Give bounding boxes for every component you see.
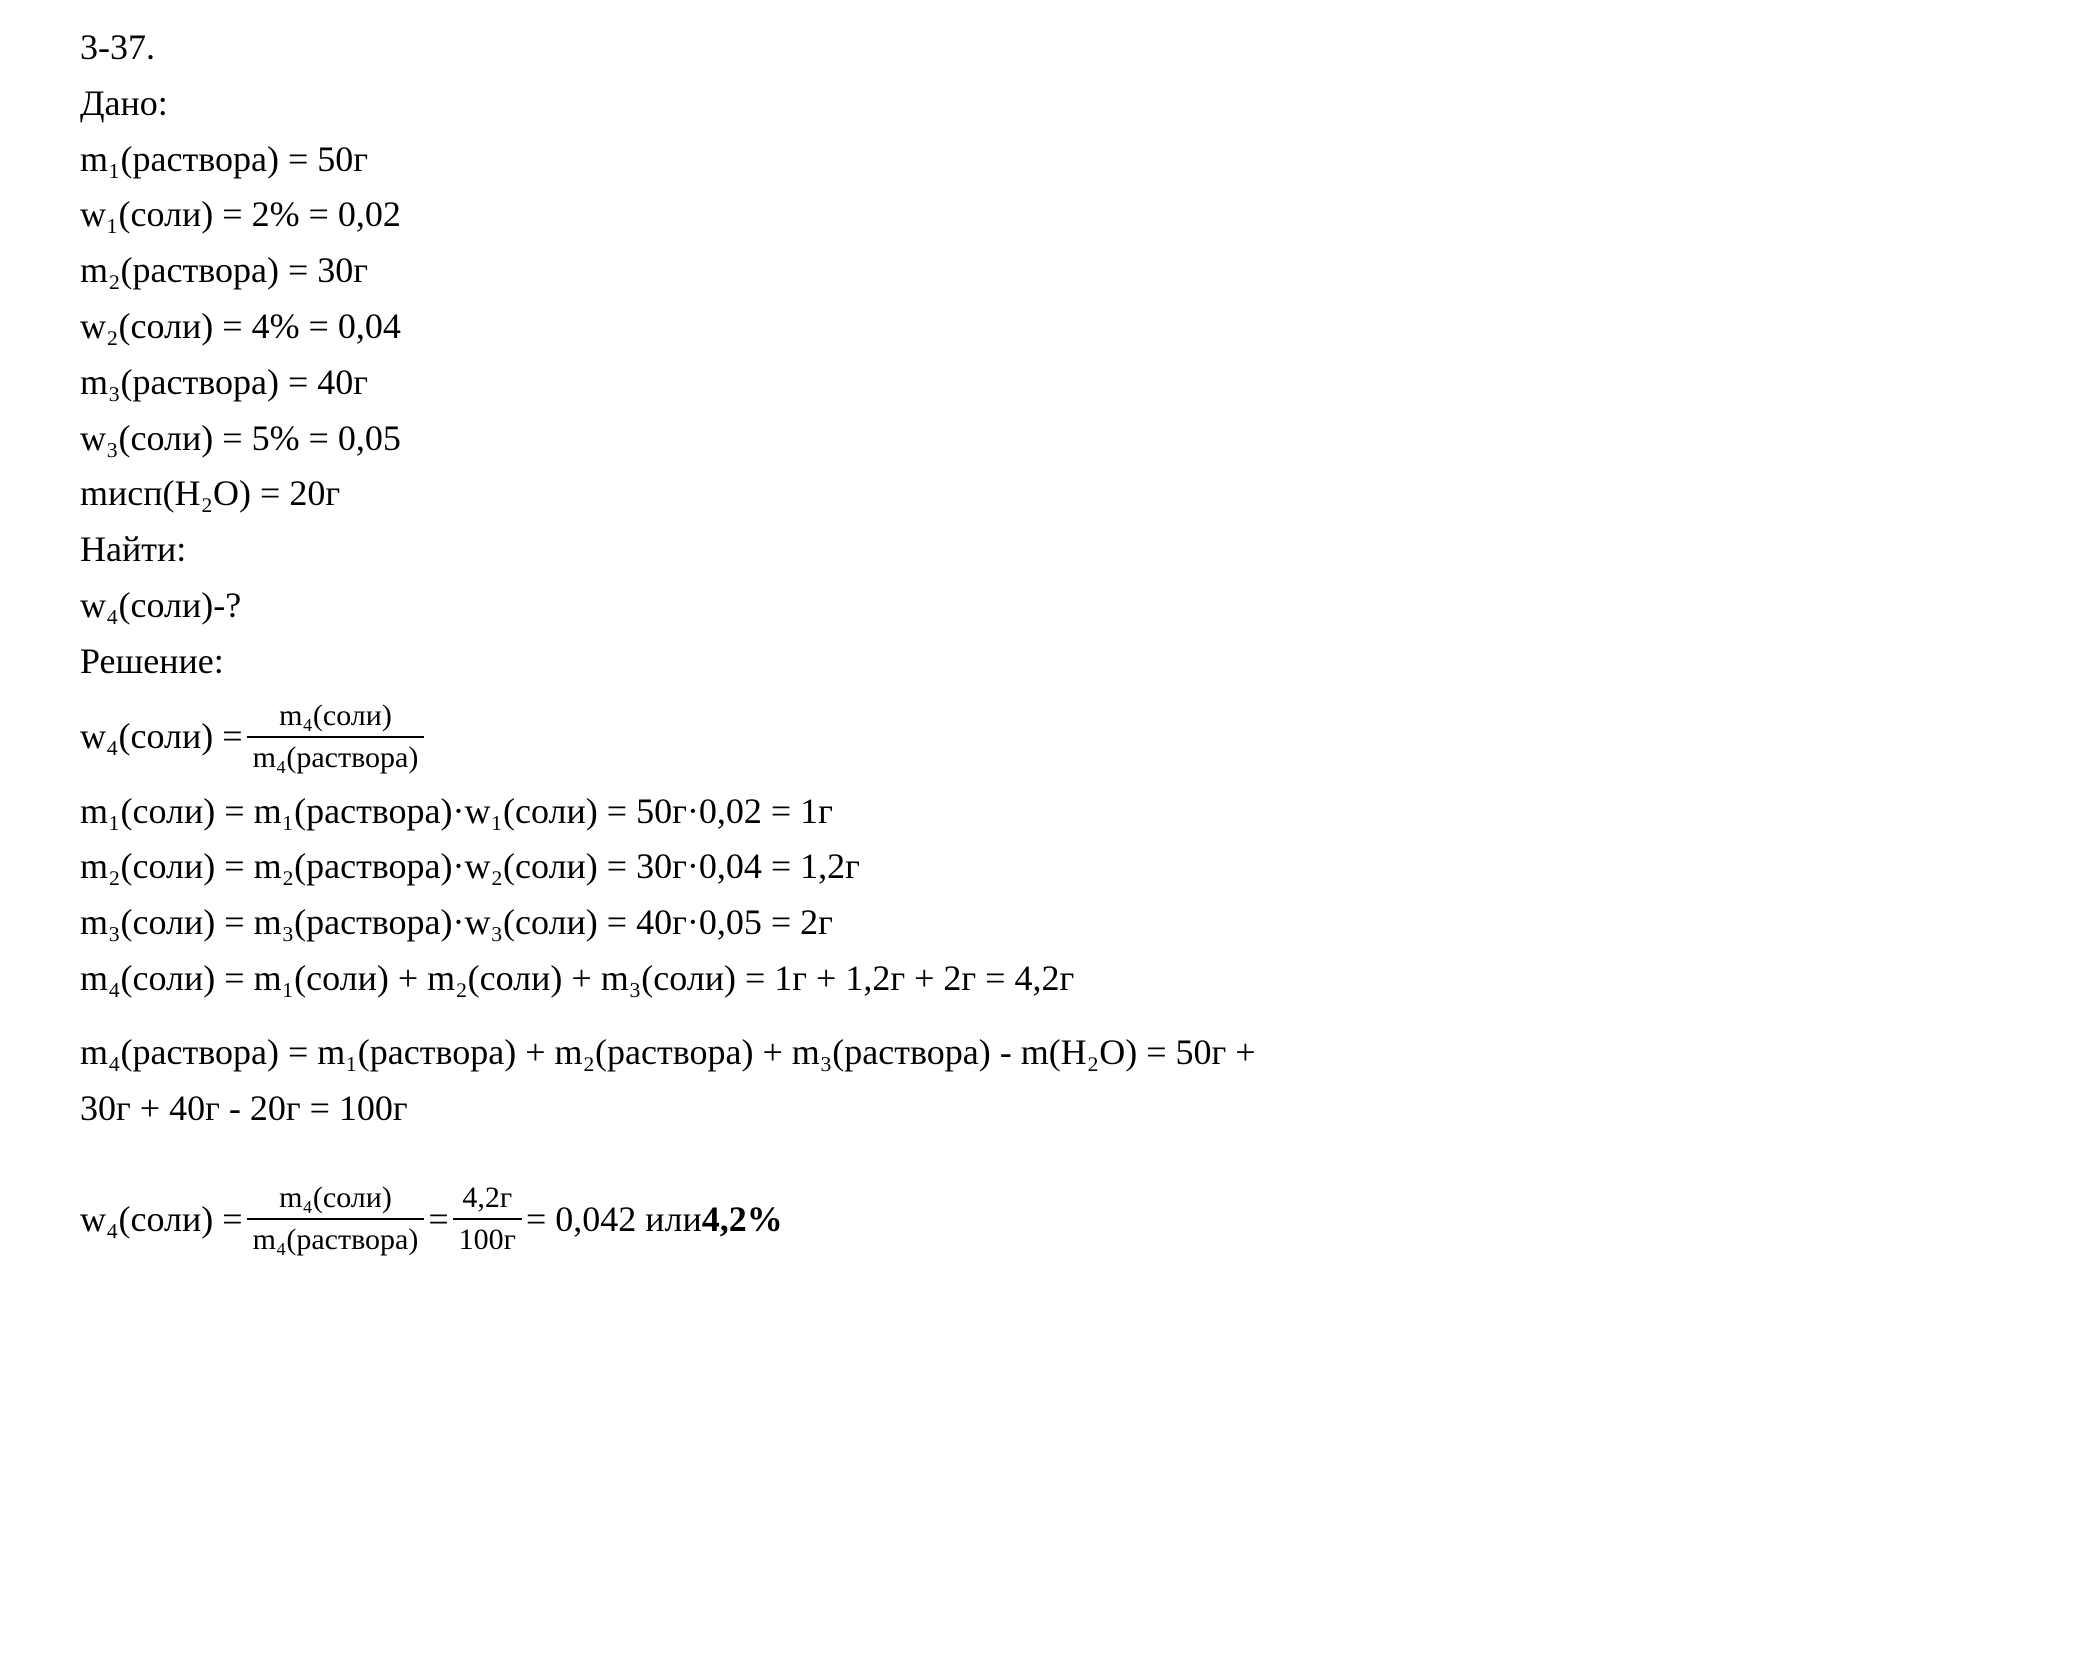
formula-w4-den: m₄(раствора) bbox=[247, 738, 425, 776]
find-label: Найти: bbox=[80, 522, 2011, 578]
spacer-3 bbox=[80, 1154, 2011, 1172]
final-fraction-1: m₄(соли) m₄(раствора) bbox=[247, 1180, 425, 1258]
problem-page: 3-37. Дано: m₁(раствора) = 50г w₁(соли) … bbox=[0, 0, 2091, 1306]
problem-number: 3-37. bbox=[80, 20, 2011, 76]
final-eq1: = bbox=[428, 1198, 448, 1241]
given-m2: m₂(раствора) = 30г bbox=[80, 243, 2011, 299]
formula-w4: w₄(соли) = m₄(соли) m₄(раствора) bbox=[80, 698, 2011, 776]
given-m1: m₁(раствора) = 50г bbox=[80, 132, 2011, 188]
final-answer-line: w₄(соли) = m₄(соли) m₄(раствора) = 4,2г … bbox=[80, 1180, 2011, 1258]
final-fraction-2: 4,2г 100г bbox=[453, 1180, 522, 1258]
formula-w4-lhs: w₄(соли) = bbox=[80, 715, 243, 758]
spacer-2 bbox=[80, 1136, 2011, 1154]
given-m-evap: mисп(H₂O) = 20г bbox=[80, 466, 2011, 522]
given-m3: m₃(раствора) = 40г bbox=[80, 355, 2011, 411]
formula-w4-fraction: m₄(соли) m₄(раствора) bbox=[247, 698, 425, 776]
calc-m1-salt: m₁(соли) = m₁(раствора)·w₁(соли) = 50г·0… bbox=[80, 784, 2011, 840]
formula-w4-num: m₄(соли) bbox=[247, 698, 425, 738]
given-label: Дано: bbox=[80, 76, 2011, 132]
final-frac1-num: m₄(соли) bbox=[247, 1180, 425, 1220]
calc-m2-salt: m₂(соли) = m₂(раствора)·w₂(соли) = 30г·0… bbox=[80, 839, 2011, 895]
final-lhs: w₄(соли) = bbox=[80, 1198, 243, 1241]
final-frac1-den: m₄(раствора) bbox=[247, 1220, 425, 1258]
final-frac2-den: 100г bbox=[453, 1220, 522, 1258]
final-answer: 4,2% bbox=[702, 1198, 783, 1241]
given-w2: w₂(соли) = 4% = 0,04 bbox=[80, 299, 2011, 355]
calc-m4-salt: m₄(соли) = m₁(соли) + m₂(соли) + m₃(соли… bbox=[80, 951, 2011, 1007]
spacer-1 bbox=[80, 1007, 2011, 1025]
calc-m3-salt: m₃(соли) = m₃(раствора)·w₃(соли) = 40г·0… bbox=[80, 895, 2011, 951]
given-w3: w₃(соли) = 5% = 0,05 bbox=[80, 411, 2011, 467]
calc-m4-solution-2: 30г + 40г - 20г = 100г bbox=[80, 1081, 2011, 1137]
find-value: w₄(соли)-? bbox=[80, 578, 2011, 634]
final-frac2-num: 4,2г bbox=[453, 1180, 522, 1220]
solution-label: Решение: bbox=[80, 634, 2011, 690]
calc-m4-solution-1: m₄(раствора) = m₁(раствора) + m₂(раствор… bbox=[80, 1025, 2011, 1081]
final-eq2: = 0,042 или bbox=[526, 1198, 702, 1241]
given-w1: w₁(соли) = 2% = 0,02 bbox=[80, 187, 2011, 243]
